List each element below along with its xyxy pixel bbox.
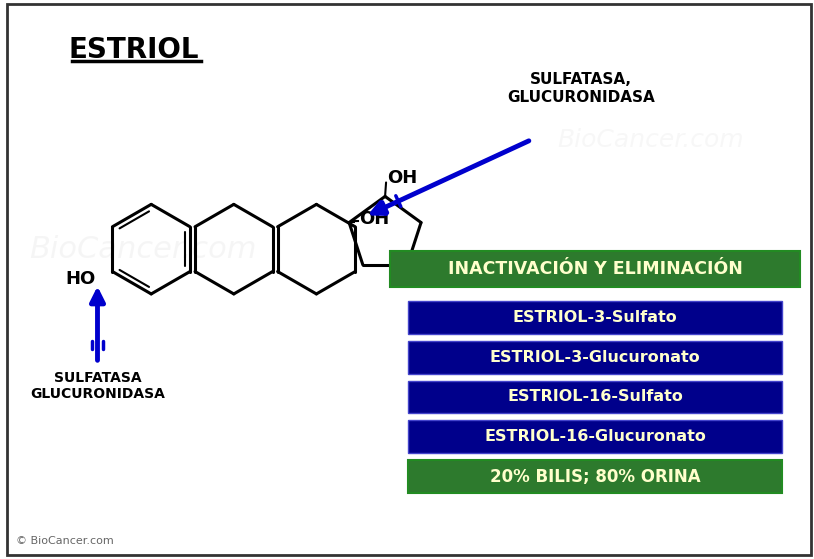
Text: 20% BILIS; 80% ORINA: 20% BILIS; 80% ORINA — [490, 467, 700, 486]
Text: SULFATASA,: SULFATASA, — [530, 73, 632, 87]
Text: HO: HO — [65, 271, 96, 288]
Bar — [408, 340, 782, 373]
Text: BioCancer.com: BioCancer.com — [558, 127, 744, 151]
Bar — [390, 251, 800, 287]
Text: INACTIVACIÓN Y ELIMINACIÓN: INACTIVACIÓN Y ELIMINACIÓN — [448, 260, 742, 278]
Bar — [408, 460, 782, 493]
Text: ESTRIOL-16-Sulfato: ESTRIOL-16-Sulfato — [507, 390, 683, 404]
Text: GLUCURONIDASA: GLUCURONIDASA — [507, 91, 655, 106]
Text: GLUCURONIDASA: GLUCURONIDASA — [30, 387, 165, 401]
Text: ESTRIOL-3-Glucuronato: ESTRIOL-3-Glucuronato — [490, 349, 700, 364]
Text: ESTRIOL-16-Glucuronato: ESTRIOL-16-Glucuronato — [484, 429, 706, 444]
Text: ESTRIOL-3-Sulfato: ESTRIOL-3-Sulfato — [513, 310, 677, 325]
Text: © BioCancer.com: © BioCancer.com — [15, 536, 114, 546]
Text: BioCancer.com: BioCancer.com — [29, 235, 257, 264]
Text: SULFATASA: SULFATASA — [54, 371, 142, 385]
Bar — [408, 301, 782, 334]
Text: OH: OH — [359, 210, 389, 228]
Text: OH: OH — [387, 169, 418, 187]
Text: ESTRIOL: ESTRIOL — [68, 36, 199, 64]
Bar — [408, 381, 782, 413]
Bar — [408, 420, 782, 453]
